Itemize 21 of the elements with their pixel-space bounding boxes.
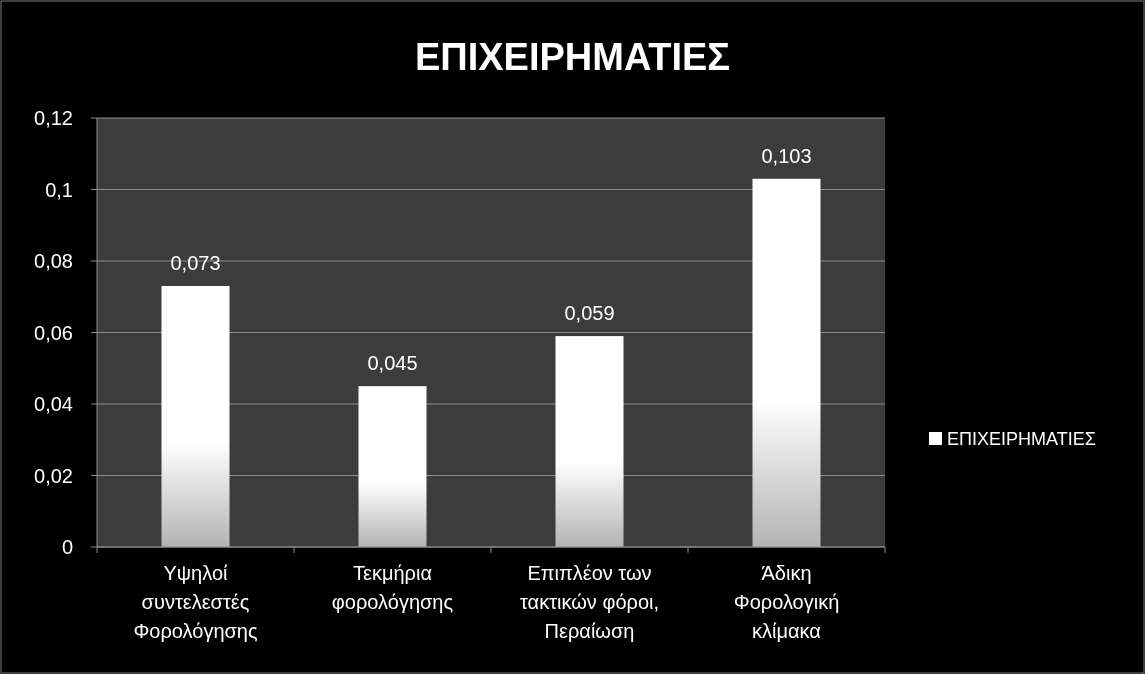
- data-label: 0,059: [564, 302, 615, 325]
- bar: [555, 336, 624, 547]
- y-tick-label: 0: [61, 536, 73, 558]
- y-tick-label: 0,1: [45, 178, 73, 201]
- x-tick-label: Επιπλέον των τακτικών φόροι, Περαίωση: [519, 562, 660, 642]
- y-tick-label: 0,04: [34, 393, 73, 415]
- bar: [358, 386, 427, 547]
- x-tick-label: Άδικη Φορολογική κλίμακα: [733, 562, 840, 642]
- data-label: 0,073: [170, 252, 221, 275]
- bar: [752, 178, 821, 547]
- x-tick-label: Υψηλοί συντελεστές Φορολόγησης: [133, 562, 258, 642]
- y-tick-label: 0,06: [34, 321, 73, 344]
- y-tick-label: 0,12: [34, 107, 73, 129]
- y-tick-label: 0,08: [34, 250, 73, 272]
- x-tick-label: Τεκμήρια φορολόγησης: [331, 562, 454, 613]
- y-tick-label: 0,02: [34, 464, 73, 487]
- legend-label: ΕΠΙΧΕΙΡΗΜΑΤΙΕΣ: [947, 429, 1096, 450]
- bar: [161, 286, 230, 547]
- data-label: 0,103: [761, 144, 812, 167]
- chart-title: ΕΠΙΧΕΙΡΗΜΑΤΙΕΣ: [414, 36, 731, 78]
- data-label: 0,045: [367, 352, 418, 375]
